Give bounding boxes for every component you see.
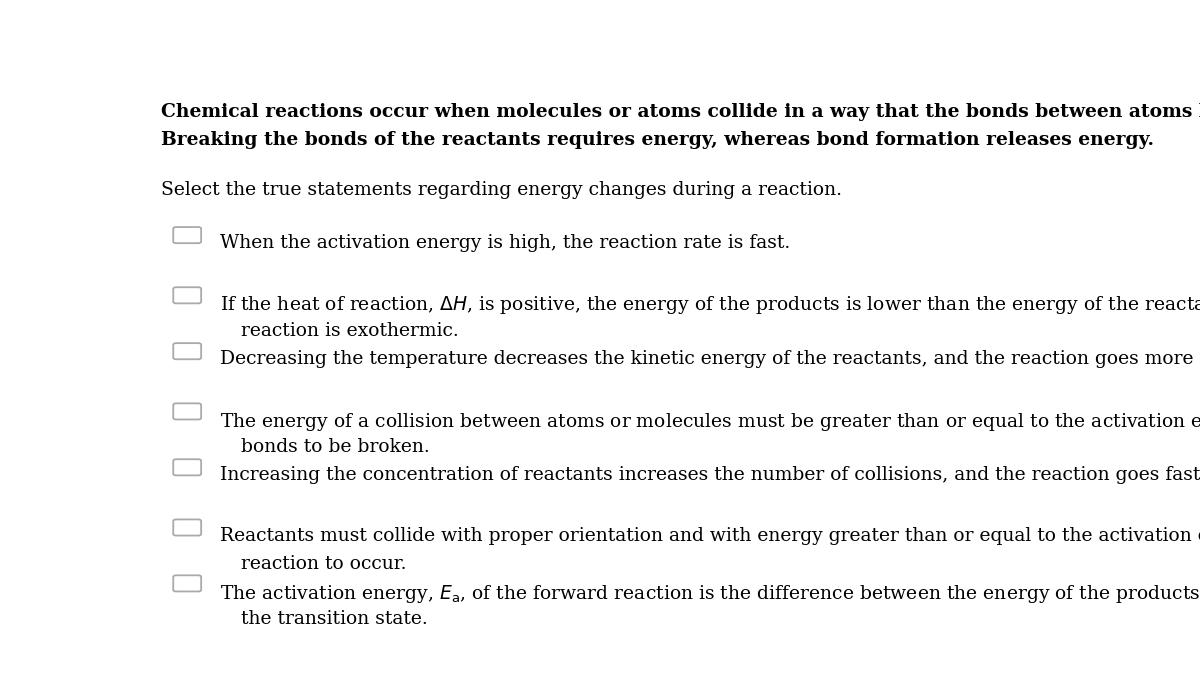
Text: When the activation energy is high, the reaction rate is fast.: When the activation energy is high, the … [220,235,790,252]
Text: the transition state.: the transition state. [241,611,428,628]
Text: The energy of a collision between atoms or molecules must be greater than or equ: The energy of a collision between atoms … [220,410,1200,433]
Text: Increasing the concentration of reactants increases the number of collisions, an: Increasing the concentration of reactant… [220,466,1200,484]
Text: Reactants must collide with proper orientation and with energy greater than or e: Reactants must collide with proper orien… [220,526,1200,544]
FancyBboxPatch shape [173,575,202,591]
Text: Breaking the bonds of the reactants requires energy, whereas bond formation rele: Breaking the bonds of the reactants requ… [161,131,1154,149]
Text: Select the true statements regarding energy changes during a reaction.: Select the true statements regarding ene… [161,181,842,198]
FancyBboxPatch shape [173,519,202,535]
FancyBboxPatch shape [173,227,202,243]
FancyBboxPatch shape [173,459,202,475]
FancyBboxPatch shape [173,343,202,359]
Text: bonds to be broken.: bonds to be broken. [241,438,430,456]
Text: If the heat of reaction, $\Delta H$, is positive, the energy of the products is : If the heat of reaction, $\Delta H$, is … [220,295,1200,316]
Text: The activation energy, $E_{\mathrm{a}}$, of the forward reaction is the differen: The activation energy, $E_{\mathrm{a}}$,… [220,583,1200,604]
FancyBboxPatch shape [173,288,202,304]
FancyBboxPatch shape [173,403,202,419]
Text: Chemical reactions occur when molecules or atoms collide in a way that the bonds: Chemical reactions occur when molecules … [161,103,1200,121]
Text: reaction to occur.: reaction to occur. [241,555,407,572]
Text: Decreasing the temperature decreases the kinetic energy of the reactants, and th: Decreasing the temperature decreases the… [220,350,1200,369]
Text: reaction is exothermic.: reaction is exothermic. [241,322,458,341]
